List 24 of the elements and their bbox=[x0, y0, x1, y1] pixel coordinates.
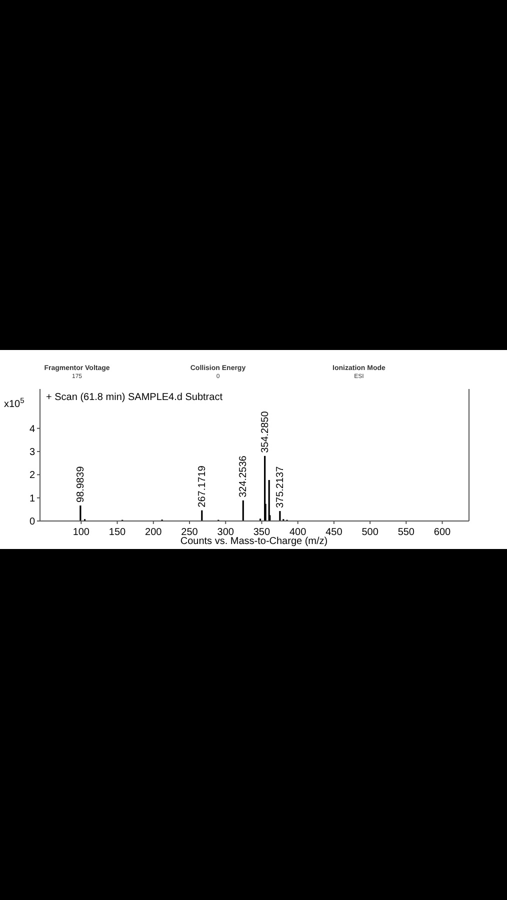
y-axis-title: x10$^{5}$ bbox=[4, 396, 24, 410]
x-tick-label: 450 bbox=[326, 527, 343, 538]
x-tick-label: 500 bbox=[362, 527, 379, 538]
x-tick-label: 600 bbox=[434, 527, 452, 538]
x-tick-label: 300 bbox=[217, 527, 234, 538]
annotation: 324.2536 bbox=[238, 455, 250, 498]
y-tick-label: 4 bbox=[29, 424, 36, 435]
y-tick-label: 2 bbox=[29, 470, 36, 482]
chart-title: + Scan (61.8 min) SAMPLE4.d Subtract bbox=[46, 392, 223, 403]
annotation: 375.2137 bbox=[274, 466, 286, 508]
annotation: 98.9839 bbox=[75, 466, 86, 502]
y-tick-label: 0 bbox=[29, 516, 36, 528]
x-tick-label: 200 bbox=[145, 527, 162, 538]
annotation: 267.1719 bbox=[196, 465, 208, 508]
x-tick-label: 250 bbox=[181, 527, 198, 538]
x-tick-label: 350 bbox=[253, 527, 270, 538]
y-tick-label: 1 bbox=[29, 493, 36, 504]
y-tick-label: 3 bbox=[29, 447, 36, 458]
x-tick-label: 100 bbox=[72, 527, 90, 538]
x-axis-title: Counts vs. Mass-to-Charge (m/z) bbox=[180, 536, 328, 547]
x-tick-label: 150 bbox=[108, 527, 126, 538]
x-tick-label: 550 bbox=[398, 527, 415, 538]
x-tick-label: 400 bbox=[289, 527, 307, 538]
annotation: 354.2850 bbox=[260, 410, 271, 453]
